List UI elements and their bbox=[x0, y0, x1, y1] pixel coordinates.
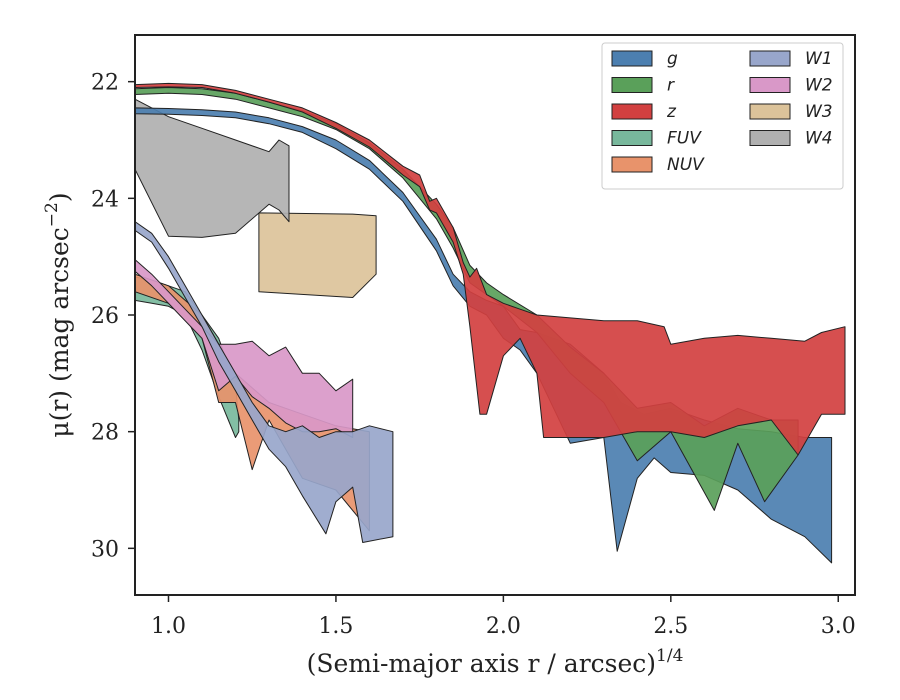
x-tick-label: 1.5 bbox=[318, 614, 353, 639]
x-tick-label: 3.0 bbox=[821, 614, 856, 639]
legend-swatch-w1 bbox=[749, 50, 791, 67]
y-tick-label: 28 bbox=[91, 421, 119, 446]
x-axis-title: (Semi-major axis r / arcsec)1/4 bbox=[307, 646, 684, 678]
y-tick-label: 26 bbox=[91, 304, 119, 329]
x-axis: 1.0 1.5 2.0 2.5 3.0 bbox=[151, 595, 856, 639]
legend-label-w2: W2 bbox=[805, 76, 833, 96]
y-axis-title: μ(r) (mag arcsec−2) bbox=[42, 192, 74, 437]
series-layer bbox=[135, 82, 846, 564]
x-tick-label: 2.5 bbox=[653, 614, 688, 639]
y-axis: 22 24 26 28 30 bbox=[91, 71, 135, 562]
legend-swatch-w2 bbox=[749, 77, 791, 93]
y-tick-label: 24 bbox=[91, 187, 119, 212]
legend-label-fuv: FUV bbox=[667, 129, 702, 149]
x-tick-label: 1.0 bbox=[151, 614, 186, 639]
band-w3 bbox=[258, 212, 377, 298]
legend-swatch-nuv bbox=[611, 156, 653, 173]
band-g bbox=[135, 107, 833, 564]
x-tick-label: 2.0 bbox=[486, 614, 521, 639]
band-z bbox=[135, 82, 846, 456]
legend: grz FUV NUV W1 W2 W3 W4 bbox=[601, 42, 844, 190]
band-w4 bbox=[135, 98, 290, 238]
legend-swatch-w4 bbox=[749, 130, 791, 146]
legend-label-z: z bbox=[666, 102, 677, 122]
legend-label-r: r bbox=[667, 76, 675, 96]
y-tick-label: 30 bbox=[91, 537, 119, 562]
legend-label-g: g bbox=[667, 49, 678, 69]
band-w1 bbox=[135, 221, 394, 543]
legend-label-w1: W1 bbox=[805, 49, 833, 69]
y-tick-label: 22 bbox=[91, 71, 119, 96]
legend-swatch-g bbox=[611, 50, 653, 67]
legend-label-w4: W4 bbox=[805, 129, 833, 149]
legend-swatch-fuv bbox=[611, 130, 653, 146]
legend-swatch-z bbox=[611, 103, 653, 120]
legend-label-nuv: NUV bbox=[667, 155, 705, 175]
legend-swatch-r bbox=[611, 77, 653, 93]
legend-swatch-w3 bbox=[749, 103, 791, 120]
legend-label-w3: W3 bbox=[805, 102, 833, 122]
